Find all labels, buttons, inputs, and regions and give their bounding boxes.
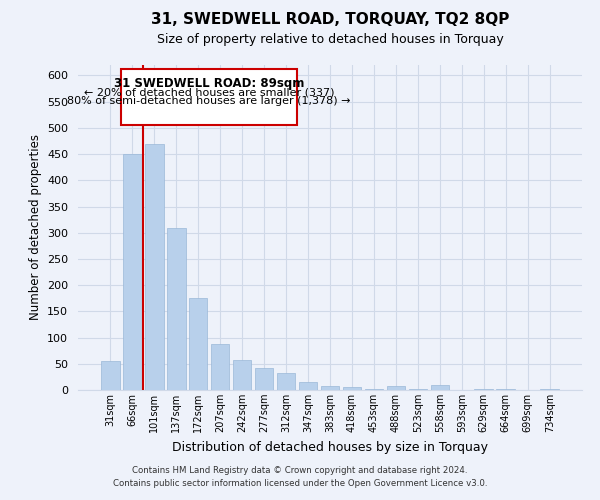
Text: 31, SWEDWELL ROAD, TORQUAY, TQ2 8QP: 31, SWEDWELL ROAD, TORQUAY, TQ2 8QP (151, 12, 509, 28)
Y-axis label: Number of detached properties: Number of detached properties (29, 134, 41, 320)
Bar (255, 368, 274, 390)
Bar (123, 154, 142, 390)
Bar (409, 389, 427, 390)
Bar (167, 228, 185, 390)
Bar (299, 382, 317, 390)
Bar (145, 144, 164, 390)
Bar (365, 389, 383, 390)
Bar (189, 298, 208, 390)
Bar (431, 386, 449, 390)
Text: Contains HM Land Registry data © Crown copyright and database right 2024.
Contai: Contains HM Land Registry data © Crown c… (113, 466, 487, 487)
Bar (541, 389, 559, 390)
Bar (343, 387, 361, 390)
Text: Size of property relative to detached houses in Torquay: Size of property relative to detached ho… (157, 32, 503, 46)
Text: 31 SWEDWELL ROAD: 89sqm: 31 SWEDWELL ROAD: 89sqm (114, 76, 304, 90)
FancyBboxPatch shape (121, 69, 298, 126)
Text: 80% of semi-detached houses are larger (1,378) →: 80% of semi-detached houses are larger (… (67, 96, 351, 106)
Bar (101, 361, 119, 390)
Bar (320, 386, 340, 390)
Bar (211, 344, 229, 390)
Bar (233, 360, 251, 390)
Bar (386, 386, 405, 390)
Text: ← 20% of detached houses are smaller (337): ← 20% of detached houses are smaller (33… (84, 87, 334, 97)
X-axis label: Distribution of detached houses by size in Torquay: Distribution of detached houses by size … (172, 440, 488, 454)
Bar (475, 389, 493, 390)
Bar (277, 373, 295, 390)
